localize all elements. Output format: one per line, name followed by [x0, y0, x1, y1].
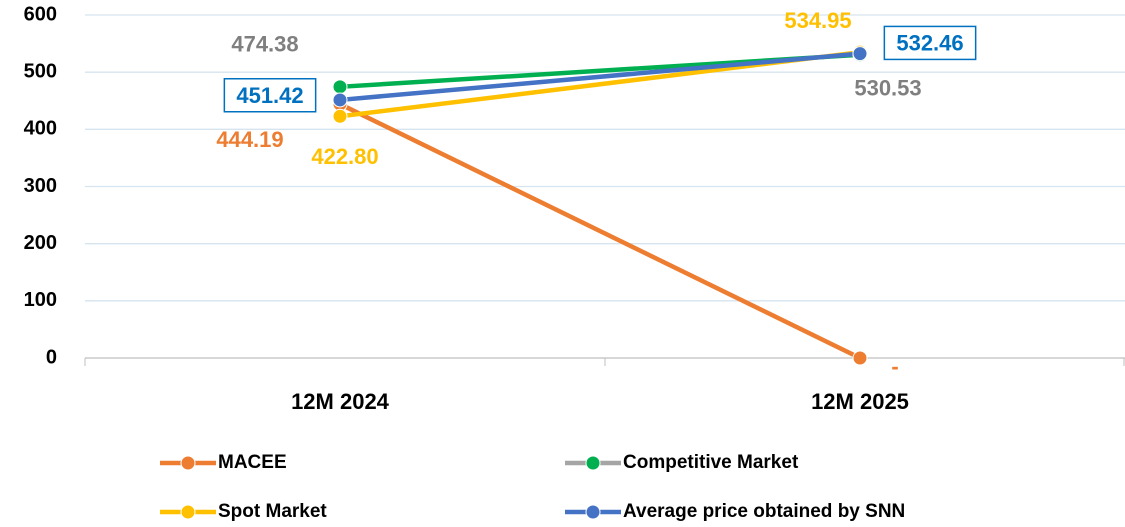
legend-marker — [585, 504, 601, 520]
data-label: - — [891, 354, 898, 379]
data-label: 474.38 — [231, 32, 298, 57]
legend-marker — [180, 504, 196, 520]
y-tick-label: 0 — [46, 346, 57, 368]
data-label: 451.42 — [236, 83, 303, 108]
data-label: 532.46 — [896, 30, 963, 55]
point-marker — [852, 46, 868, 62]
y-tick-label: 200 — [24, 232, 57, 254]
y-tick-label: 100 — [24, 289, 57, 311]
legend-label: Spot Market — [218, 501, 327, 522]
legend-label: MACEE — [218, 452, 287, 473]
x-tick-label: 12M 2024 — [291, 389, 390, 414]
x-tick-label: 12M 2025 — [811, 389, 909, 414]
legend-label: Competitive Market — [623, 452, 799, 473]
point-marker — [332, 108, 348, 124]
y-tick-label: 500 — [24, 60, 57, 82]
data-label-box — [883, 25, 977, 61]
series-line — [339, 102, 861, 361]
data-label: 530.53 — [854, 76, 921, 101]
y-tick-label: 300 — [24, 175, 57, 197]
legend-marker — [585, 455, 601, 471]
legend-marker — [180, 455, 196, 471]
y-tick-label: 600 — [24, 3, 57, 25]
y-tick-label: 400 — [24, 118, 57, 140]
point-marker — [852, 350, 868, 366]
data-label: 444.19 — [216, 127, 283, 152]
series-line — [339, 51, 861, 103]
point-marker — [332, 79, 348, 95]
point-marker — [332, 92, 348, 108]
data-label-box — [223, 78, 317, 113]
legend-label: Average price obtained by SNN — [623, 501, 905, 522]
data-label: 534.95 — [784, 8, 851, 33]
data-label: 422.80 — [311, 144, 378, 169]
